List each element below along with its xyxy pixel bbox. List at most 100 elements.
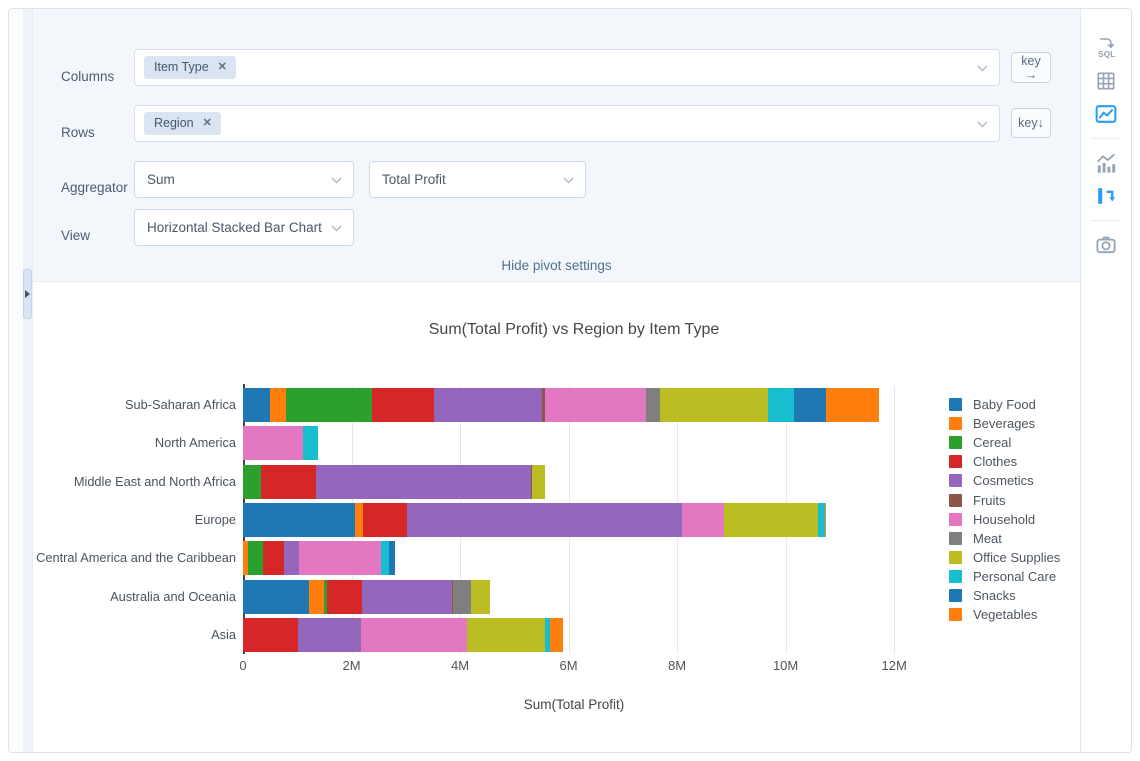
legend-item[interactable]: Fruits	[949, 490, 1060, 509]
bar-segment[interactable]	[243, 617, 298, 652]
bar-segment[interactable]	[824, 503, 827, 537]
hide-pivot-settings-link[interactable]: Hide pivot settings	[501, 258, 612, 273]
bar-segment[interactable]	[371, 388, 434, 423]
rows-select[interactable]: Region ✕	[134, 105, 1000, 142]
bar-segment[interactable]	[243, 426, 304, 461]
bar-segment[interactable]	[308, 579, 324, 614]
legend-item[interactable]: Office Supplies	[949, 548, 1060, 567]
bar-segment[interactable]	[406, 503, 682, 537]
bar-segment[interactable]	[243, 388, 271, 423]
bar-segment[interactable]	[545, 388, 647, 423]
remove-tag-icon[interactable]: ✕	[202, 116, 212, 129]
expand-sidebar-handle[interactable]	[23, 269, 32, 319]
legend-label: Cereal	[973, 435, 1012, 451]
bar-segment[interactable]	[470, 579, 491, 614]
bar-segment[interactable]	[361, 617, 468, 652]
aggregator-select[interactable]: Sum	[134, 161, 354, 198]
screenshot-button[interactable]	[1093, 232, 1119, 258]
rows-label: Rows	[61, 125, 95, 140]
bar-segment[interactable]	[380, 541, 389, 576]
legend-label: Beverages	[973, 416, 1036, 432]
bar-segment[interactable]	[363, 503, 407, 537]
gridline	[894, 386, 896, 654]
svg-text:SQL: SQL	[1098, 49, 1115, 59]
legend-swatch	[949, 569, 962, 583]
x-tick-label: 12M	[881, 658, 907, 673]
bar-segment[interactable]	[826, 388, 880, 423]
columns-tag: Item Type ✕	[144, 56, 236, 79]
bar-segment[interactable]	[549, 617, 564, 652]
bar-segment[interactable]	[544, 617, 550, 652]
bar-segment[interactable]	[541, 388, 546, 423]
bar-segment[interactable]	[315, 464, 531, 499]
bar-segment[interactable]	[532, 464, 545, 499]
bar-segment[interactable]	[434, 388, 542, 423]
legend: Baby Food Beverages Cereal Clothes Cosmetics…	[949, 395, 1060, 624]
bar-segment[interactable]	[297, 617, 362, 652]
bar-segment[interactable]	[530, 464, 533, 499]
chevron-down-icon	[563, 176, 574, 184]
legend-item[interactable]: Cosmetics	[949, 471, 1060, 490]
legend-item[interactable]: Vegetables	[949, 605, 1060, 624]
legend-item[interactable]: Household	[949, 510, 1060, 529]
bar-line-chart-button[interactable]	[1093, 150, 1119, 176]
bar-segment[interactable]	[467, 617, 545, 652]
bar-segment[interactable]	[681, 503, 724, 537]
legend-item[interactable]: Clothes	[949, 452, 1060, 471]
bar-segment[interactable]	[388, 541, 396, 576]
bar-segment[interactable]	[793, 388, 827, 423]
bar-segment[interactable]	[646, 388, 661, 423]
bar-segment[interactable]	[452, 579, 471, 614]
x-tick-label: 2M	[342, 658, 361, 673]
chart-view-button-active[interactable]	[1093, 101, 1119, 127]
bar-segment[interactable]	[323, 579, 328, 614]
right-toolbar: SQL	[1080, 9, 1131, 752]
bar-segment[interactable]	[263, 541, 285, 576]
bar-segment[interactable]	[285, 388, 372, 423]
bar-segment[interactable]	[243, 503, 356, 537]
data-table-view-button[interactable]	[1093, 68, 1119, 94]
remove-tag-icon[interactable]: ✕	[217, 60, 227, 73]
legend-swatch	[949, 455, 962, 469]
legend-item[interactable]: Baby Food	[949, 395, 1060, 414]
bar-segment[interactable]	[303, 426, 319, 461]
legend-item[interactable]: Personal Care	[949, 567, 1060, 586]
bar-segment[interactable]	[362, 579, 452, 614]
bar-segment[interactable]	[817, 503, 825, 537]
legend-item[interactable]: Beverages	[949, 414, 1060, 433]
bar-segment[interactable]	[767, 388, 794, 423]
sql-view-button[interactable]: SQL	[1093, 35, 1119, 61]
view-label: View	[61, 228, 91, 243]
columns-select[interactable]: Item Type ✕	[134, 49, 1000, 86]
bar-segment[interactable]	[660, 388, 768, 423]
aggregator-field-select[interactable]: Total Profit	[369, 161, 586, 198]
columns-key-button[interactable]: key →	[1011, 52, 1051, 83]
toolbar-divider	[1091, 138, 1121, 139]
view-select[interactable]: Horizontal Stacked Bar Chart	[134, 209, 354, 246]
legend-item[interactable]: Meat	[949, 529, 1060, 548]
bar-segment[interactable]	[451, 579, 454, 614]
bar-segment[interactable]	[723, 503, 818, 537]
bar-segment[interactable]	[299, 541, 381, 576]
bar-segment[interactable]	[327, 579, 363, 614]
legend-swatch	[949, 417, 962, 431]
bar-segment[interactable]	[260, 464, 316, 499]
bar-segment[interactable]	[284, 541, 300, 576]
bar-segment[interactable]	[270, 388, 286, 423]
pivot-chart-button[interactable]	[1093, 183, 1119, 209]
bar-segment[interactable]	[355, 503, 364, 537]
chevron-down-icon	[331, 176, 342, 184]
legend-item[interactable]: Cereal	[949, 433, 1060, 452]
legend-label: Office Supplies	[973, 549, 1061, 565]
bar-segment[interactable]	[243, 464, 261, 499]
rows-key-button[interactable]: key↓	[1011, 108, 1051, 138]
legend-item[interactable]: Snacks	[949, 586, 1060, 605]
bar-segment[interactable]	[248, 541, 264, 576]
y-category-label: Australia and Oceania	[110, 588, 236, 604]
bar-segment[interactable]	[243, 541, 249, 576]
legend-swatch	[949, 512, 962, 526]
legend-swatch	[949, 531, 962, 545]
y-category-label: North America	[154, 435, 236, 451]
collapse-rail	[23, 9, 32, 752]
bar-segment[interactable]	[243, 579, 309, 614]
